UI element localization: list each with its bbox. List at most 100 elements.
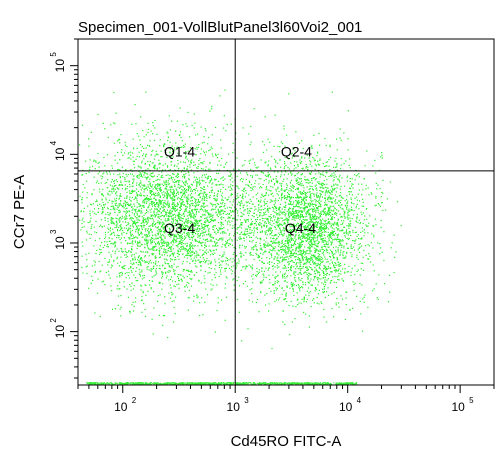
- event-point: [340, 168, 341, 169]
- event-point: [339, 279, 340, 280]
- event-point: [150, 174, 151, 175]
- event-point: [170, 298, 171, 299]
- event-point: [333, 316, 334, 317]
- event-point: [143, 207, 144, 208]
- event-point: [259, 178, 260, 179]
- event-point: [161, 192, 162, 193]
- event-point: [124, 286, 125, 287]
- event-point: [285, 298, 286, 299]
- event-point: [299, 244, 300, 245]
- event-point: [105, 237, 106, 238]
- event-point: [209, 197, 210, 198]
- event-point: [177, 256, 178, 257]
- event-point: [255, 209, 256, 210]
- event-point: [112, 229, 113, 230]
- event-point: [139, 174, 140, 175]
- event-point: [233, 201, 234, 202]
- event-point: [312, 157, 313, 158]
- event-point: [242, 216, 243, 217]
- event-point: [158, 160, 159, 161]
- event-point: [126, 252, 127, 253]
- event-point: [120, 201, 121, 202]
- event-point: [381, 196, 382, 197]
- event-point: [136, 182, 137, 183]
- event-point: [229, 207, 230, 208]
- event-point: [345, 257, 346, 258]
- event-point: [260, 282, 261, 283]
- event-point: [323, 238, 324, 239]
- event-point: [203, 151, 204, 152]
- event-point: [134, 257, 135, 258]
- event-point: [180, 161, 181, 162]
- event-point: [359, 248, 360, 249]
- event-point: [144, 203, 145, 204]
- event-point: [179, 216, 180, 217]
- event-point: [173, 238, 174, 239]
- event-point: [262, 218, 263, 219]
- event-point: [125, 248, 126, 249]
- event-point: [301, 197, 302, 198]
- event-point: [138, 246, 139, 247]
- event-point: [189, 255, 190, 256]
- event-point: [155, 263, 156, 264]
- event-point: [98, 114, 99, 115]
- event-point: [160, 237, 161, 238]
- event-point: [181, 197, 182, 198]
- event-point: [141, 223, 142, 224]
- event-point: [119, 174, 120, 175]
- event-point: [182, 140, 183, 141]
- event-point: [171, 121, 172, 122]
- event-point: [198, 147, 199, 148]
- event-point: [338, 228, 339, 229]
- event-point: [361, 237, 362, 238]
- event-point: [160, 268, 161, 269]
- event-point: [168, 182, 169, 183]
- event-point: [151, 154, 152, 155]
- event-point: [226, 257, 227, 258]
- event-point: [291, 187, 292, 188]
- event-point: [108, 208, 109, 209]
- event-point: [265, 116, 266, 117]
- event-point: [137, 177, 138, 178]
- event-point: [139, 216, 140, 217]
- event-point: [115, 189, 116, 190]
- event-point: [148, 247, 149, 248]
- event-point: [188, 160, 189, 161]
- event-point: [313, 298, 314, 299]
- event-point: [261, 227, 262, 228]
- event-point: [284, 163, 285, 164]
- event-point: [139, 140, 140, 141]
- event-point: [134, 199, 135, 200]
- event-point: [166, 182, 167, 183]
- event-point: [225, 241, 226, 242]
- event-point: [111, 181, 112, 182]
- event-point: [265, 218, 266, 219]
- event-point: [164, 254, 165, 255]
- event-point: [117, 257, 118, 258]
- event-point: [351, 244, 352, 245]
- event-point: [371, 193, 372, 194]
- event-point: [152, 218, 153, 219]
- event-point: [212, 226, 213, 227]
- event-point: [276, 190, 277, 191]
- event-point: [378, 203, 379, 204]
- event-point: [119, 220, 120, 221]
- event-point: [213, 250, 214, 251]
- event-point: [170, 191, 171, 192]
- event-point: [155, 200, 156, 201]
- event-point: [208, 213, 209, 214]
- event-point: [154, 246, 155, 247]
- event-point: [335, 203, 336, 204]
- event-point: [171, 161, 172, 162]
- event-point: [155, 206, 156, 207]
- event-point: [196, 186, 197, 187]
- event-point: [267, 234, 268, 235]
- event-point: [233, 199, 234, 200]
- event-point: [330, 146, 331, 147]
- event-point: [184, 177, 185, 178]
- event-point: [229, 233, 230, 234]
- event-point: [194, 198, 195, 199]
- event-point: [192, 209, 193, 210]
- event-point: [204, 282, 205, 283]
- event-point: [211, 108, 212, 109]
